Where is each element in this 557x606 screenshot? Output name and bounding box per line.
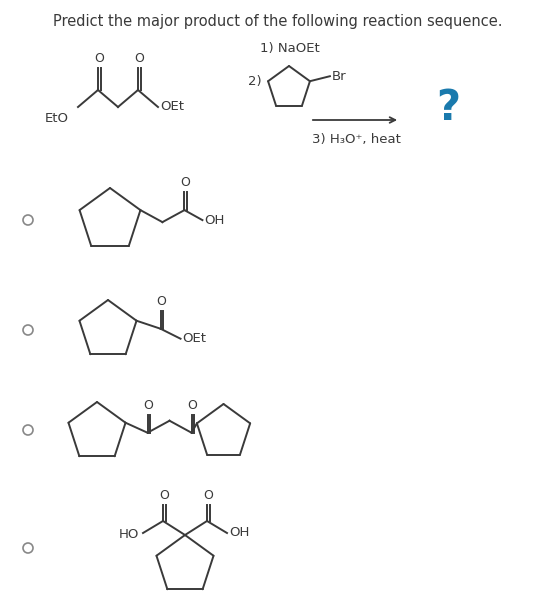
Text: Br: Br <box>332 70 346 82</box>
Text: OH: OH <box>204 213 225 227</box>
Text: EtO: EtO <box>45 112 69 124</box>
Text: 2): 2) <box>248 76 262 88</box>
Text: 1) NaOEt: 1) NaOEt <box>260 42 320 55</box>
Text: O: O <box>203 489 213 502</box>
Text: HO: HO <box>119 528 139 542</box>
Text: O: O <box>144 399 154 411</box>
Text: ?: ? <box>436 87 460 129</box>
Text: O: O <box>134 52 144 65</box>
Text: O: O <box>188 399 198 411</box>
Text: OH: OH <box>229 527 250 539</box>
Text: 3) H₃O⁺, heat: 3) H₃O⁺, heat <box>312 133 401 146</box>
Text: O: O <box>157 295 167 308</box>
Text: OEt: OEt <box>183 332 207 345</box>
Text: Predict the major product of the following reaction sequence.: Predict the major product of the followi… <box>53 14 503 29</box>
Text: OEt: OEt <box>160 101 184 113</box>
Text: O: O <box>159 489 169 502</box>
Text: O: O <box>180 176 190 189</box>
Text: O: O <box>94 52 104 65</box>
